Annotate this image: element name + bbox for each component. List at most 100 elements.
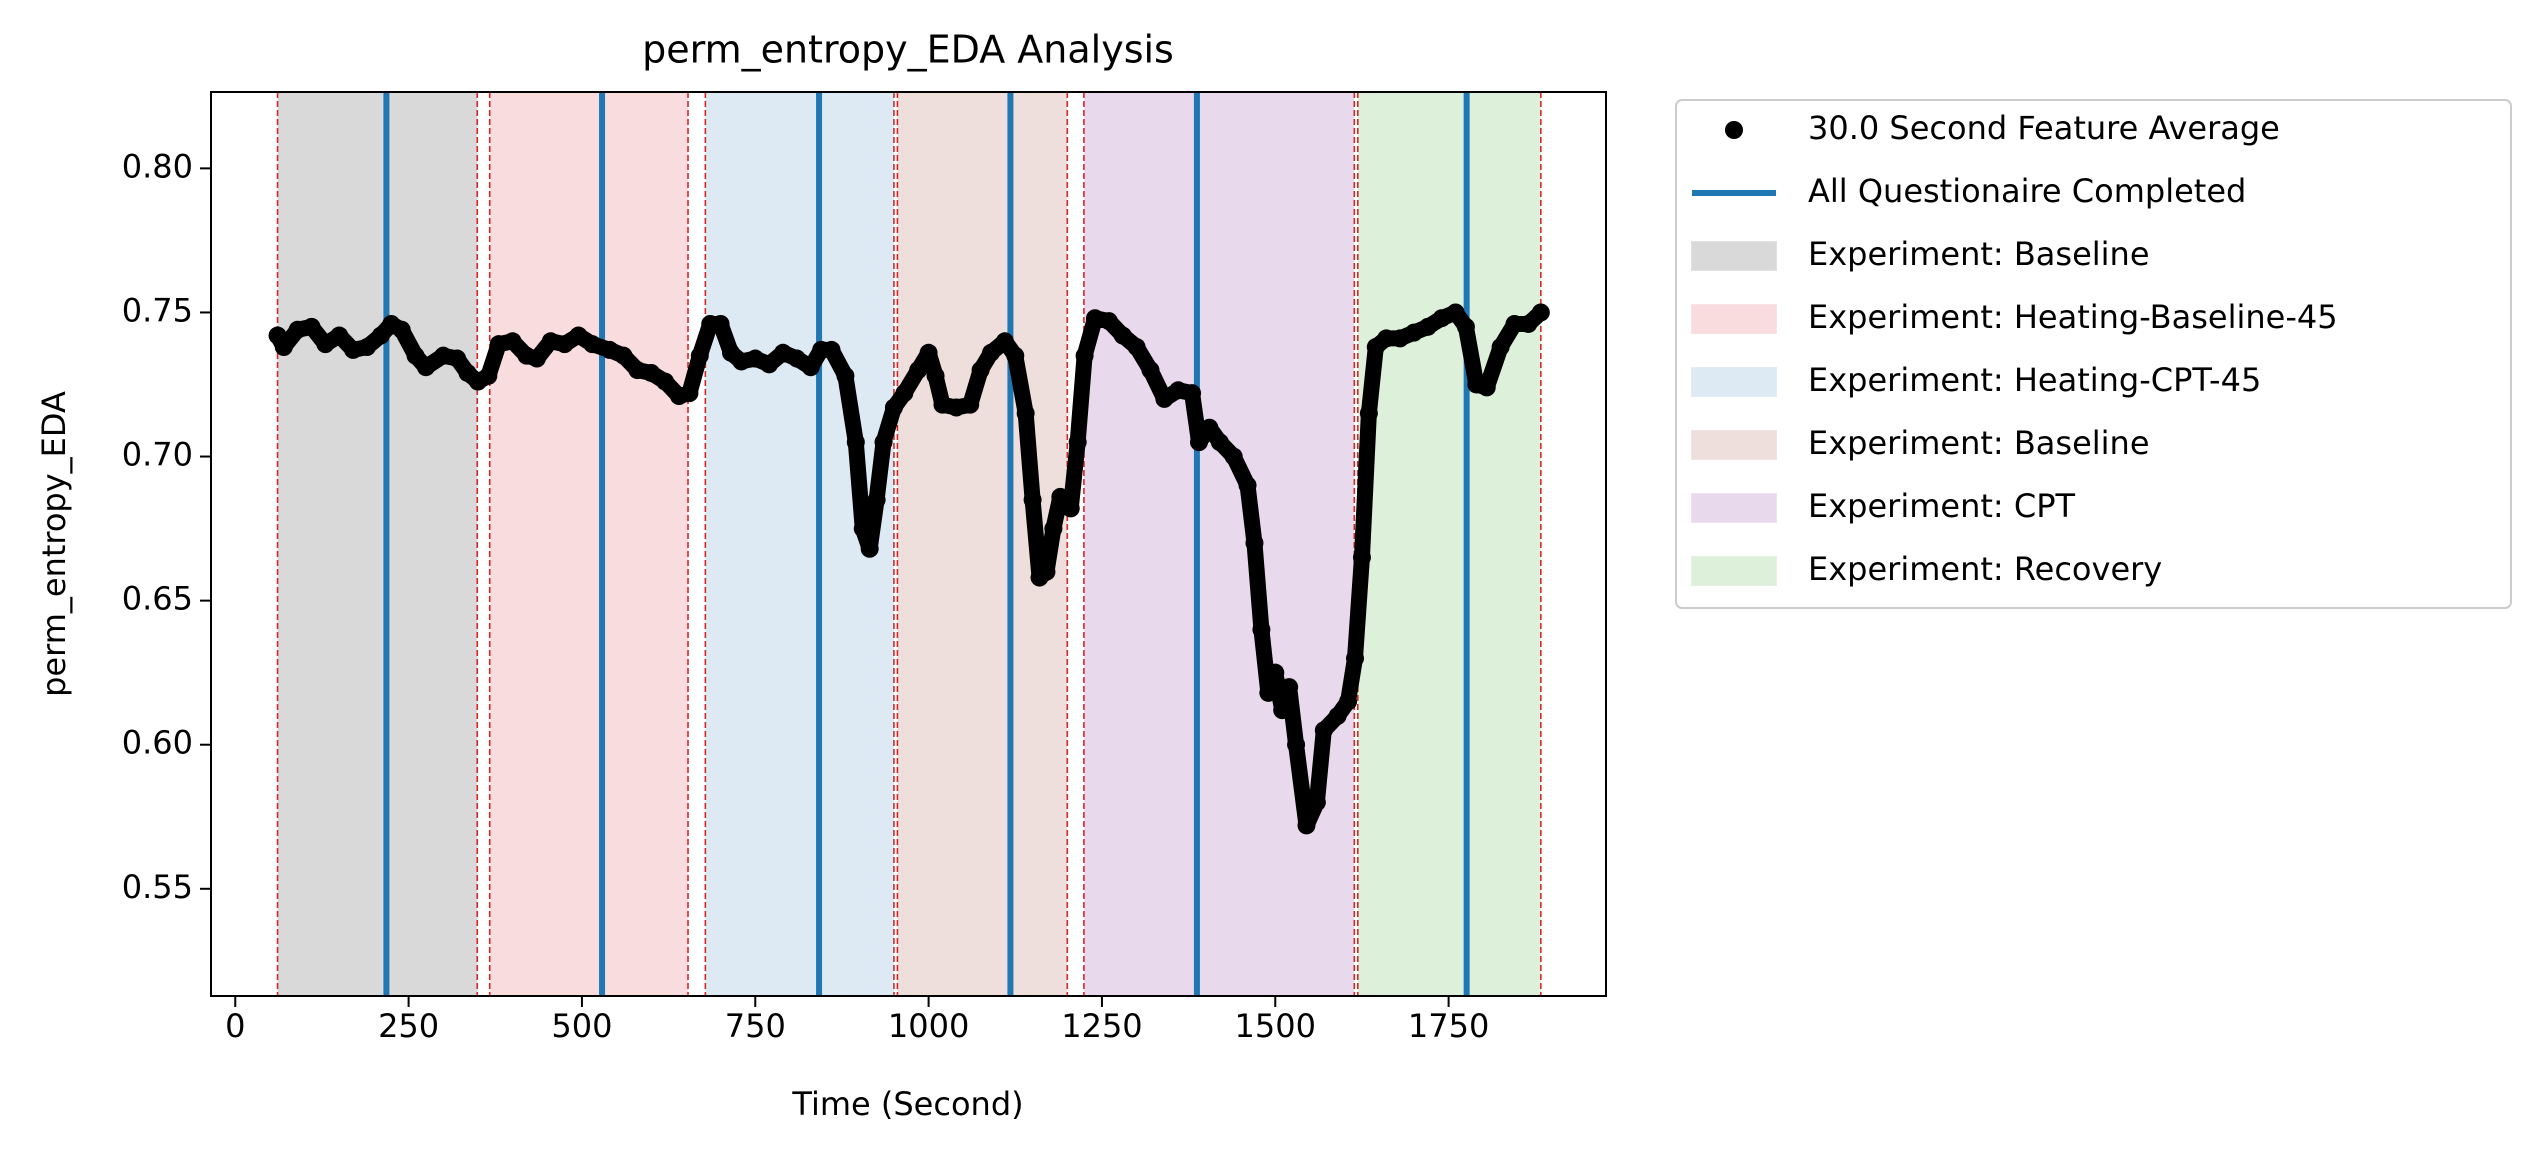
- data-point: [1491, 338, 1510, 357]
- y-tick-label: 0.55: [122, 868, 193, 906]
- data-point: [961, 395, 980, 414]
- data-point: [1238, 476, 1257, 495]
- data-point: [503, 332, 522, 351]
- x-tick-label: 250: [378, 1007, 439, 1045]
- data-point: [1183, 384, 1202, 403]
- data-point: [884, 398, 903, 417]
- data-point: [1044, 519, 1063, 538]
- data-point: [1245, 533, 1264, 552]
- data-point: [1155, 389, 1174, 408]
- data-point: [1346, 649, 1365, 668]
- data-point: [1086, 309, 1105, 328]
- data-point: [1200, 418, 1219, 437]
- data-point: [583, 335, 602, 354]
- data-point: [774, 343, 793, 362]
- legend-label: All Questionaire Completed: [1808, 172, 2246, 210]
- legend-label: Experiment: Heating-CPT-45: [1808, 361, 2261, 399]
- data-point: [711, 314, 730, 333]
- legend-marker: [1725, 121, 1743, 139]
- data-point: [1210, 433, 1229, 452]
- data-point: [860, 539, 879, 558]
- data-point: [316, 335, 335, 354]
- data-point: [1297, 816, 1316, 835]
- legend-marker: [1691, 367, 1777, 397]
- data-point: [642, 363, 661, 382]
- data-point: [416, 358, 435, 377]
- data-point: [982, 343, 1001, 362]
- span: [1357, 92, 1541, 996]
- legend-label: 30.0 Second Feature Average: [1808, 109, 2280, 147]
- data-point: [434, 346, 453, 365]
- data-point: [1169, 381, 1188, 400]
- data-point: [971, 361, 990, 380]
- data-point: [1006, 346, 1025, 365]
- data-point: [746, 349, 765, 368]
- span: [277, 92, 478, 996]
- data-point: [1280, 678, 1299, 697]
- data-point: [600, 340, 619, 359]
- data-point: [1266, 663, 1285, 682]
- data-point: [358, 338, 377, 357]
- data-point: [1127, 338, 1146, 357]
- data-point: [1432, 309, 1451, 328]
- data-point: [628, 361, 647, 380]
- span: [1083, 92, 1355, 996]
- data-point: [846, 433, 865, 452]
- y-tick-label: 0.70: [122, 436, 193, 474]
- data-point: [801, 358, 820, 377]
- legend-marker: [1691, 493, 1777, 523]
- data-point: [1404, 323, 1423, 342]
- y-tick-label: 0.65: [122, 580, 193, 618]
- data-point: [1051, 487, 1070, 506]
- data-point: [1339, 692, 1358, 711]
- x-tick-label: 1000: [888, 1007, 969, 1045]
- data-point: [836, 366, 855, 385]
- data-point: [933, 395, 952, 414]
- x-tick-label: 750: [725, 1007, 786, 1045]
- data-point: [1037, 562, 1056, 581]
- data-point: [822, 340, 841, 359]
- data-point: [1377, 329, 1396, 348]
- legend-label: Experiment: Heating-Baseline-45: [1808, 298, 2338, 336]
- data-point: [1505, 314, 1524, 333]
- data-point: [288, 320, 307, 339]
- data-point: [1446, 303, 1465, 322]
- data-point: [1456, 317, 1475, 336]
- data-point: [1287, 735, 1306, 754]
- x-tick-label: 500: [551, 1007, 612, 1045]
- span: [489, 92, 689, 996]
- data-point: [853, 519, 872, 538]
- x-tick-label: 0: [225, 1007, 245, 1045]
- data-point: [1273, 701, 1292, 720]
- x-tick-label: 1750: [1408, 1007, 1489, 1045]
- data-point: [1190, 433, 1209, 452]
- data-point: [895, 384, 914, 403]
- data-point: [1352, 548, 1371, 567]
- data-point: [569, 326, 588, 345]
- legend-label: Experiment: Baseline: [1808, 235, 2150, 273]
- y-tick-label: 0.80: [122, 147, 193, 185]
- data-point: [1314, 721, 1333, 740]
- data-point: [690, 346, 709, 365]
- data-point: [760, 355, 779, 374]
- data-point: [947, 398, 966, 417]
- data-point: [1141, 361, 1160, 380]
- data-point: [406, 346, 425, 365]
- data-point: [732, 352, 751, 371]
- legend: 30.0 Second Feature Average All Questiona…: [1675, 99, 2512, 609]
- data-point: [1418, 317, 1437, 336]
- x-axis-label: Time (Second): [791, 1085, 1023, 1123]
- chart-title: perm_entropy_EDA Analysis: [642, 28, 1174, 72]
- data-point: [1391, 329, 1410, 348]
- y-axis-label: perm_entropy_EDA: [35, 391, 73, 697]
- data-point: [489, 335, 508, 354]
- y-tick-label: 0.60: [122, 724, 193, 762]
- data-point: [541, 332, 560, 351]
- legend-marker: [1691, 430, 1777, 460]
- data-point: [1477, 378, 1496, 397]
- data-point: [1252, 620, 1271, 639]
- data-point: [680, 384, 699, 403]
- data-point: [1016, 404, 1035, 423]
- data-point: [479, 366, 498, 385]
